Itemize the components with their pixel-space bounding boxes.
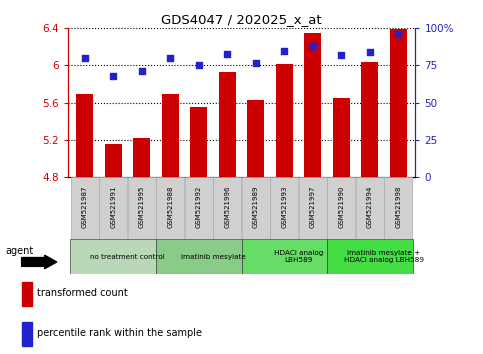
Bar: [327, 239, 412, 274]
Point: [223, 51, 231, 56]
Text: imatinib mesylate: imatinib mesylate: [181, 254, 245, 259]
Text: GSM521994: GSM521994: [367, 185, 373, 228]
Bar: [333, 98, 350, 177]
Text: GSM521990: GSM521990: [338, 185, 344, 228]
Point: [166, 55, 174, 61]
Bar: [355, 177, 384, 239]
Text: GSM521987: GSM521987: [82, 185, 88, 228]
Bar: [156, 239, 242, 274]
Bar: [185, 177, 213, 239]
Text: HDACi analog
LBH589: HDACi analog LBH589: [274, 250, 323, 263]
Text: GSM521996: GSM521996: [224, 185, 230, 228]
Title: GDS4047 / 202025_x_at: GDS4047 / 202025_x_at: [161, 13, 322, 26]
Text: no treatment control: no treatment control: [90, 254, 165, 259]
Text: GSM521992: GSM521992: [196, 185, 202, 228]
Text: GSM521989: GSM521989: [253, 185, 259, 228]
Text: GSM521988: GSM521988: [167, 185, 173, 228]
Text: percentile rank within the sample: percentile rank within the sample: [37, 328, 202, 338]
Bar: [162, 94, 179, 177]
Text: GSM521995: GSM521995: [139, 185, 145, 228]
Bar: [242, 177, 270, 239]
Point: [281, 48, 288, 53]
Bar: [270, 177, 298, 239]
Bar: [156, 177, 185, 239]
Bar: [76, 94, 93, 177]
Text: transformed count: transformed count: [37, 289, 128, 298]
Bar: [304, 33, 321, 177]
Text: GSM521993: GSM521993: [281, 185, 287, 228]
Bar: [213, 177, 242, 239]
Bar: [190, 107, 207, 177]
Bar: [242, 239, 327, 274]
Point: [395, 32, 402, 37]
Point: [252, 60, 260, 65]
Bar: [22, 282, 32, 306]
Text: GSM521991: GSM521991: [110, 185, 116, 228]
Bar: [247, 100, 264, 177]
Bar: [133, 138, 150, 177]
Point: [366, 49, 374, 55]
Point: [195, 63, 202, 68]
Point: [138, 69, 145, 74]
Bar: [298, 177, 327, 239]
Bar: [361, 62, 378, 177]
Text: GSM521997: GSM521997: [310, 185, 316, 228]
Point: [309, 43, 317, 49]
FancyArrow shape: [22, 255, 57, 269]
Bar: [219, 72, 236, 177]
Bar: [99, 177, 128, 239]
Text: agent: agent: [5, 246, 34, 256]
Bar: [71, 177, 99, 239]
Bar: [390, 29, 407, 177]
Point: [81, 55, 88, 61]
Text: GSM521998: GSM521998: [395, 185, 401, 228]
Bar: [384, 177, 412, 239]
Bar: [105, 144, 122, 177]
Text: imatinib mesylate +
HDACi analog LBH589: imatinib mesylate + HDACi analog LBH589: [344, 250, 424, 263]
Point: [109, 73, 117, 79]
Point: [338, 52, 345, 58]
Bar: [128, 177, 156, 239]
Bar: [327, 177, 355, 239]
Bar: [22, 322, 32, 346]
Bar: [276, 64, 293, 177]
Bar: [71, 239, 156, 274]
